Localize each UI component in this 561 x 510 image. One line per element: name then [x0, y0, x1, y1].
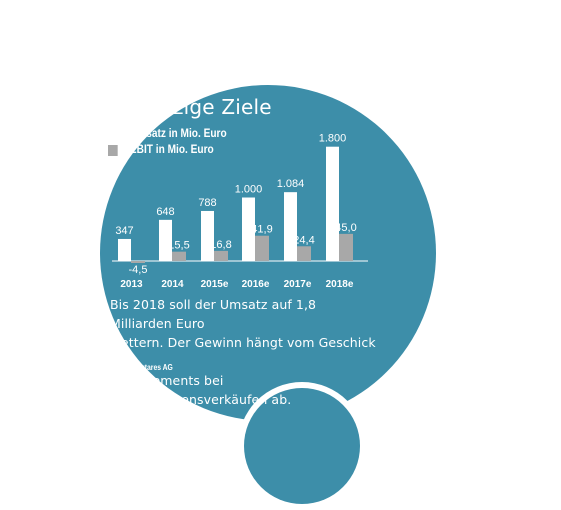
x-tick-label: 2018e: [326, 279, 354, 290]
data-label-ebit: -4,5: [129, 264, 148, 276]
data-label-ebit: 45,0: [335, 222, 356, 234]
data-label-umsatz: 1.800: [319, 133, 347, 145]
data-label-ebit: 15,5: [168, 240, 189, 252]
bar-chart: 347 -4,5 2013 648 15,5 2014 788 16,8 2015e 1.000 4…: [112, 133, 368, 290]
x-tick-label: 2014: [161, 279, 184, 290]
data-label-ebit: 41,9: [251, 224, 272, 236]
small-circle: [244, 388, 360, 504]
legend-swatch-ebit: [108, 144, 118, 156]
data-label-umsatz: 1.084: [277, 178, 305, 190]
bar-ebit: [131, 261, 145, 263]
chart-title: Ehrgeizige Ziele: [108, 95, 272, 119]
x-tick-label: 2016e: [242, 279, 270, 290]
legend-item-ebit: = EBIT in Mio. Euro: [108, 144, 214, 156]
bar-ebit: [214, 250, 228, 261]
bar-ebit: [297, 246, 311, 261]
data-label-umsatz: 648: [156, 206, 174, 218]
data-label-umsatz: 788: [198, 197, 216, 209]
data-label-ebit: 24,4: [293, 234, 314, 246]
x-tick-label: 2017e: [284, 279, 312, 290]
x-tick-label: 2013: [120, 279, 143, 290]
description-text: Bis 2018 soll der Umsatz auf 1,8 Milliar…: [110, 297, 376, 407]
data-label-umsatz: 347: [115, 225, 133, 237]
bar-umsatz: [201, 210, 214, 261]
bar-umsatz: [118, 238, 131, 261]
source-note: Quelle: Mutares AG: [110, 363, 173, 372]
bar-umsatz: [242, 197, 255, 261]
legend-label-ebit: = EBIT in Mio. Euro: [121, 144, 214, 156]
data-label-umsatz: 1.000: [235, 184, 263, 196]
bar-umsatz: [284, 192, 297, 261]
x-tick-label: 2015e: [201, 279, 229, 290]
bar-ebit: [339, 233, 353, 261]
bar-umsatz: [326, 146, 339, 261]
data-label-ebit: 16,8: [210, 239, 231, 251]
bar-ebit: [255, 235, 269, 261]
legend-label-umsatz: = Umsatz in Mio. Euro: [121, 128, 227, 140]
legend-swatch-umsatz: [108, 128, 118, 140]
bar-umsatz: [159, 219, 172, 261]
bar-ebit: [172, 251, 186, 261]
legend-item-umsatz: = Umsatz in Mio. Euro: [108, 128, 227, 140]
